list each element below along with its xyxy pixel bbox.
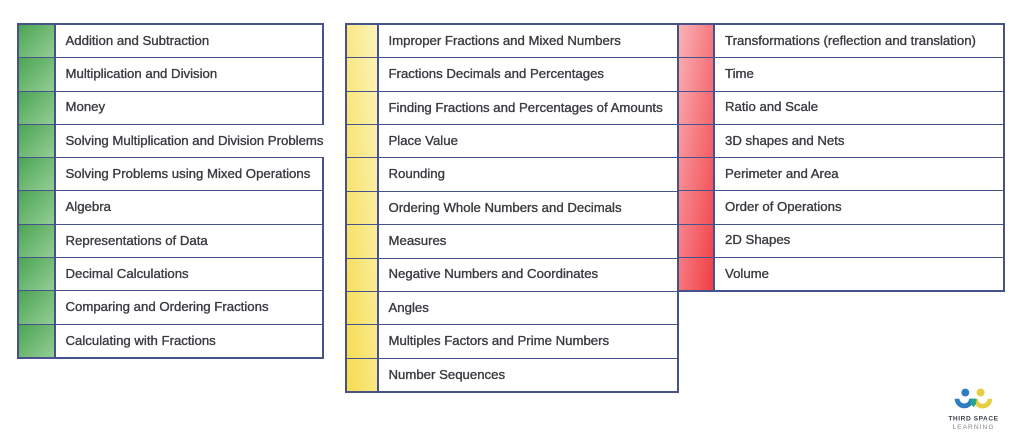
svg-text:LEARNING: LEARNING — [952, 424, 994, 431]
svg-text:THIRD SPACE: THIRD SPACE — [948, 416, 998, 423]
